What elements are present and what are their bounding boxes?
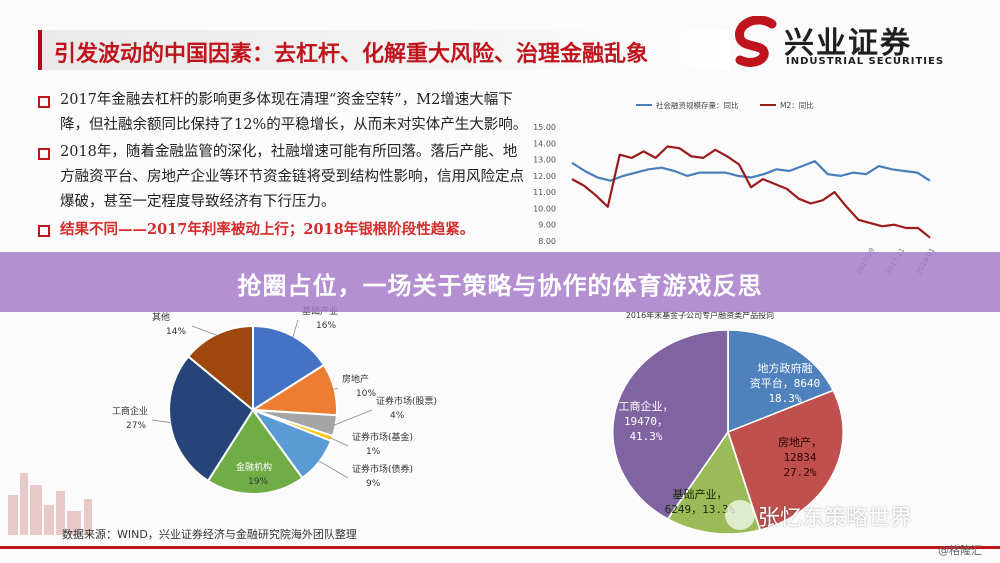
pie1-pct: 19% bbox=[248, 477, 268, 487]
pie1-pct: 27% bbox=[126, 421, 146, 431]
pie1-leader-line bbox=[317, 459, 349, 479]
pie2-label: 6249，13.3% bbox=[665, 503, 736, 516]
pie2-label: 41.3% bbox=[629, 430, 662, 443]
pie1-pct: 10% bbox=[356, 389, 376, 399]
pie1-label: 工商企业 bbox=[112, 405, 148, 417]
pie1-label: 房地产 bbox=[342, 373, 369, 385]
y-tick-label: 15.00 bbox=[533, 123, 556, 132]
y-tick-label: 13.00 bbox=[533, 156, 556, 165]
pie1-pct: 4% bbox=[390, 411, 405, 421]
s-swirl-logo-icon bbox=[735, 16, 777, 67]
title-banner: 抢圈占位，一场关于策略与协作的体育游戏反思 bbox=[0, 252, 1000, 312]
bullet-square-icon bbox=[38, 225, 50, 237]
pie1-slice bbox=[186, 324, 254, 413]
pie1-pct: 9% bbox=[366, 479, 381, 489]
bullet-text: 结果不同——2017年利率被动上行；2018年银根阶段性趋紧。 bbox=[60, 221, 475, 238]
pie2-label: 房地产， bbox=[778, 435, 822, 449]
pie2-label: 资平台，8640 bbox=[750, 376, 821, 390]
pie1-leader-line bbox=[330, 437, 349, 447]
pie2-label: 12834 bbox=[783, 451, 816, 464]
pie1-leader-line bbox=[333, 409, 373, 426]
bullet-square-icon bbox=[38, 96, 50, 108]
legend-label: M2：同比 bbox=[780, 100, 814, 110]
logo-english-name: INDUSTRIAL SECURITIES bbox=[786, 56, 945, 67]
y-tick-label: 12.00 bbox=[533, 172, 556, 181]
pie1-label: 其他 bbox=[152, 311, 170, 323]
watermark-text: 张忆东策略世界 bbox=[758, 506, 913, 531]
pie2-label: 基础产业， bbox=[673, 487, 728, 501]
pie2-label: 19470， bbox=[624, 415, 668, 428]
corner-watermark: @格隆汇 bbox=[938, 544, 982, 557]
pie1-pct: 16% bbox=[316, 321, 336, 331]
pie1-leader-line bbox=[332, 387, 339, 390]
wechat-icon bbox=[725, 500, 755, 530]
bullet-item: 2018年，随着金融监管的深化，社融增速可能有所回落。落后产能、地方融资平台、房… bbox=[38, 140, 528, 215]
pie2-slice bbox=[611, 329, 729, 521]
bullet-text: 2018年，随着金融监管的深化，社融增速可能有所回落。落后产能、地方融资平台、房… bbox=[60, 144, 524, 210]
pie2-label: 地方政府融 bbox=[758, 361, 813, 375]
line-series-1 bbox=[571, 145, 931, 239]
bullet-square-icon bbox=[38, 148, 50, 160]
pie2-label: 27.2% bbox=[783, 466, 816, 479]
slide-title-bar: 引发波动的中国因素：去杠杆、化解重大风险、治理金融乱象 bbox=[38, 30, 730, 70]
pie2-label: 18.3% bbox=[768, 392, 801, 405]
bullet-item-conclusion: 结果不同——2017年利率被动上行；2018年银根阶段性趋紧。 bbox=[38, 217, 528, 242]
pie2-title: 2016年末基金子公司专户融资类产品投向 bbox=[626, 310, 774, 320]
y-tick-label: 10.00 bbox=[533, 204, 556, 213]
pie1-label: 证券市场(股票) bbox=[376, 395, 437, 407]
pie1-leader-line bbox=[191, 325, 219, 337]
pie1-label: 金融机构 bbox=[236, 461, 272, 473]
data-source-note: 数据来源：WIND，兴业证券经济与金融研究院海外团队整理 bbox=[62, 528, 357, 541]
slide-title: 引发波动的中国因素：去杠杆、化解重大风险、治理金融乱象 bbox=[54, 42, 649, 67]
pie1-slice bbox=[168, 355, 255, 483]
city-skyline-graphic bbox=[8, 473, 92, 535]
pie1-leader-line bbox=[292, 319, 299, 339]
y-tick-label: 9.00 bbox=[538, 221, 556, 230]
pie1-label: 证券市场(基金) bbox=[352, 431, 413, 443]
pie2-slice bbox=[727, 329, 835, 434]
pie1-slice bbox=[252, 324, 326, 412]
y-tick-label: 11.00 bbox=[533, 188, 556, 197]
legend-label: 社会融资规模存量：同比 bbox=[656, 100, 739, 110]
company-logo: 兴业证券 INDUSTRIAL SECURITIES bbox=[732, 14, 943, 74]
logo-chinese-name: 兴业证券 bbox=[784, 26, 912, 61]
bullet-text: 2017年金融去杠杆的影响更多体现在清理“资金空转”，M2增速大幅下降，但社融余… bbox=[60, 92, 528, 133]
footer-accent-line bbox=[0, 546, 1000, 549]
pie1-label: 证券市场(债券) bbox=[352, 463, 413, 475]
pie1-slice bbox=[206, 408, 304, 495]
pie1-leader-line bbox=[151, 419, 173, 424]
bullet-item: 2017年金融去杠杆的影响更多体现在清理“资金空转”，M2增速大幅下降，但社融余… bbox=[38, 88, 528, 138]
banner-title: 抢圈占位，一场关于策略与协作的体育游戏反思 bbox=[237, 272, 763, 300]
line-series-0 bbox=[571, 160, 931, 182]
pie1-pct: 14% bbox=[166, 327, 186, 337]
pie2-slice bbox=[726, 389, 845, 531]
y-tick-label: 8.00 bbox=[538, 237, 556, 246]
bullet-list: 2017年金融去杠杆的影响更多体现在清理“资金空转”，M2增速大幅下降，但社融余… bbox=[38, 88, 528, 242]
pie1-pct: 1% bbox=[366, 447, 381, 457]
pie2-label: 工商企业， bbox=[619, 399, 674, 413]
y-tick-label: 14.00 bbox=[533, 139, 556, 148]
